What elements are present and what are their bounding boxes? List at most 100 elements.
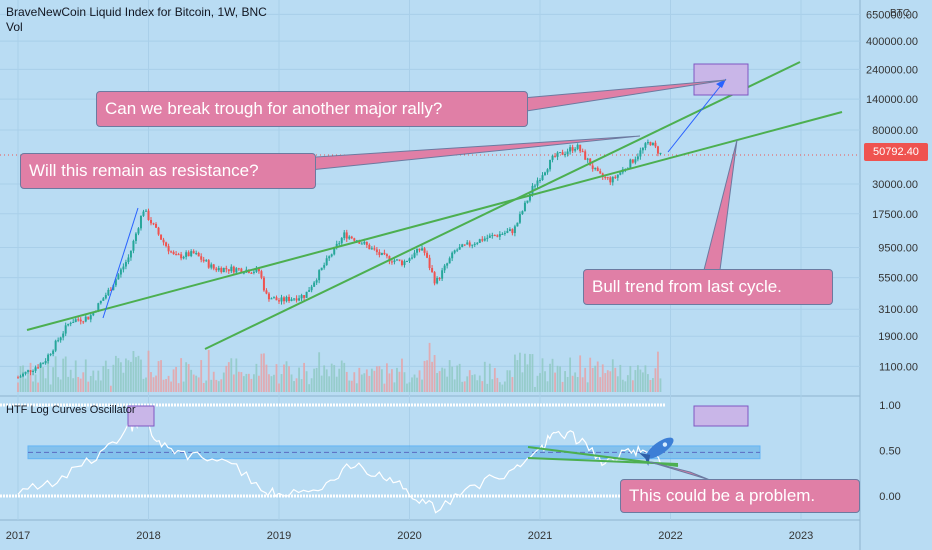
candle-body <box>536 180 539 186</box>
volume-bar <box>315 367 318 392</box>
candle-body <box>441 270 444 279</box>
volume-bar <box>521 372 524 392</box>
candle-body <box>574 148 577 151</box>
candle-body <box>609 177 612 183</box>
candle-body <box>375 249 378 253</box>
price-tick-label: 80000.00 <box>872 125 918 137</box>
volume-bar <box>461 381 464 392</box>
candle-body <box>388 256 391 262</box>
candle-body <box>227 269 230 272</box>
oscillator-tick-label: 0.00 <box>879 491 900 503</box>
volume-bar <box>44 378 47 392</box>
volume-bar <box>621 379 624 392</box>
volume-bar <box>649 380 652 392</box>
candle-body <box>353 238 356 241</box>
candle-body <box>74 319 77 323</box>
candle-body <box>473 243 476 245</box>
volume-bar <box>285 361 288 392</box>
candle-body <box>195 253 198 255</box>
volume-bar <box>165 379 167 392</box>
volume-bar <box>19 366 22 392</box>
candle-body <box>260 271 263 278</box>
candle-body <box>493 235 496 237</box>
candle-body <box>456 249 459 251</box>
volume-bar <box>564 371 566 392</box>
volume-bar <box>328 376 331 392</box>
volume-bar <box>345 371 348 392</box>
candle-body <box>496 235 499 237</box>
volume-bar <box>589 357 592 392</box>
candle-body <box>187 252 190 257</box>
candle-body <box>152 223 155 225</box>
volume-bar <box>629 365 632 392</box>
candle-body <box>190 251 193 257</box>
candle-body <box>210 264 213 268</box>
candle-body <box>313 282 316 287</box>
volume-bar <box>566 376 569 392</box>
candle-body <box>521 211 524 215</box>
candle-body <box>175 254 178 256</box>
candle-body <box>237 268 240 270</box>
candle-body <box>458 247 461 250</box>
candle-body <box>368 244 371 250</box>
callout-tail-problem <box>649 461 711 481</box>
volume-bar <box>408 382 411 392</box>
volume-bar <box>74 360 77 392</box>
candle-body <box>104 295 107 299</box>
annotation-resistance[interactable]: Will this remain as resistance? <box>20 153 316 189</box>
volume-bar <box>579 355 582 392</box>
candle-body <box>134 233 137 241</box>
volume-bar <box>486 383 489 392</box>
candle-body <box>57 340 60 342</box>
candle-body <box>112 285 115 291</box>
candle-body <box>451 252 454 259</box>
candle-body <box>298 298 301 301</box>
volume-bar <box>127 360 130 392</box>
candle-body <box>255 268 258 272</box>
candle-body <box>257 268 260 272</box>
volume-bar <box>586 382 589 392</box>
candle-body <box>24 371 27 374</box>
candle-body <box>350 236 353 239</box>
volume-bar <box>401 358 403 392</box>
candle-body <box>52 350 55 354</box>
candle-body <box>345 232 348 239</box>
volume-bar <box>119 362 122 392</box>
time-tick-label: 2022 <box>658 530 682 542</box>
target-box <box>693 63 749 96</box>
volume-bar <box>348 380 351 392</box>
volume-bar <box>125 358 127 392</box>
annotation-rally[interactable]: Can we break trough for another major ra… <box>96 91 528 127</box>
volume-bar <box>551 358 554 392</box>
candle-body <box>44 361 47 364</box>
candle-body <box>518 214 521 223</box>
volume-bar <box>611 359 614 392</box>
volume-bar <box>190 369 193 392</box>
candle-body <box>27 370 30 372</box>
volume-bar <box>501 384 504 392</box>
candle-body <box>230 266 233 272</box>
price-tick-label: 3100.00 <box>878 304 918 316</box>
annotation-bull-trend[interactable]: Bull trend from last cycle. <box>583 269 833 305</box>
candle-body <box>330 254 333 257</box>
candle-body <box>17 377 19 379</box>
volume-bar <box>250 378 253 392</box>
candle-body <box>117 274 120 280</box>
candle-body <box>554 155 557 157</box>
volume-bar <box>77 377 80 392</box>
candle-body <box>516 222 519 227</box>
candle-body <box>453 250 456 253</box>
volume-bar <box>636 365 639 392</box>
volume-bar <box>318 352 321 392</box>
annotation-problem[interactable]: This could be a problem. <box>620 479 860 513</box>
candle-body <box>616 174 619 178</box>
oscillator-peak-box <box>127 405 155 427</box>
volume-bar <box>222 372 225 392</box>
volume-bar <box>330 363 333 392</box>
volume-bar <box>338 368 341 392</box>
volume-bar <box>64 356 67 392</box>
time-tick-label: 2021 <box>528 530 552 542</box>
candle-body <box>405 261 408 263</box>
volume-bar <box>631 380 634 392</box>
candle-body <box>215 268 218 271</box>
